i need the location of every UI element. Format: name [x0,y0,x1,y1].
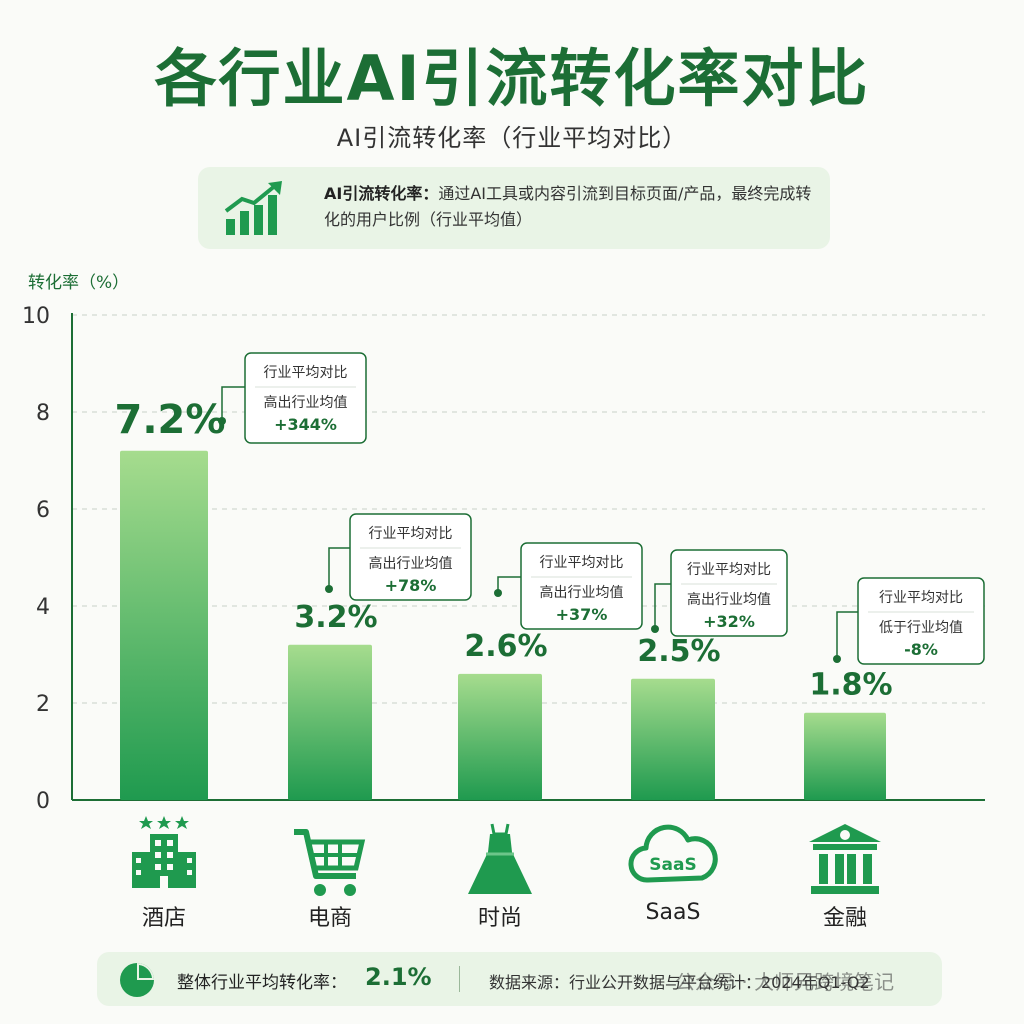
definition-body: 通过AI工具或内容引流到目标页面/产品，最终完成转化的用户比例（行业平均值） [324,184,812,229]
page-subtitle: AI引流转化率（行业平均对比） [336,124,688,152]
y-axis-title: 转化率（%） [28,273,130,293]
category-label: 电商 [307,906,352,931]
callout-heading: 行业平均对比 [264,365,348,381]
bar-2 [458,673,542,800]
bar-value-label: 2.6% [464,629,547,664]
callout-heading: 行业平均对比 [540,555,624,571]
category-label: 金融 [822,906,867,931]
hotel-icon [124,812,204,896]
y-tick-label: 8 [36,401,50,426]
callout-box [670,549,788,637]
bar-1 [288,644,372,800]
category-label: SaaS [645,900,701,925]
data-source: 数据来源：行业公开数据与平台统计：2024年Q1-Q2 [489,973,870,992]
dress-icon [460,820,540,904]
callout-line: 高出行业均值 [540,584,624,601]
footer-divider [459,966,460,992]
pie-chart-icon [120,963,154,997]
bar-value-label: 1.8% [809,668,892,703]
y-tick-label: 4 [36,595,50,620]
callout-delta: +32% [703,612,755,631]
footer-bar: 整体行业平均转化率： 2.1% 数据来源：行业公开数据与平台统计：2024年Q1… [97,952,942,1006]
callout-connector [328,547,350,589]
saas-cloud-icon: SaaS [628,820,718,904]
bar-value-label: 7.2% [115,397,226,443]
definition-box: AI引流转化率：通过AI工具或内容引流到目标页面/产品，最终完成转化的用户比例（… [198,167,830,249]
callout-heading: 行业平均对比 [879,590,963,606]
growth-chart-icon [224,181,282,235]
watermark: 公众号 · 大师兄跨境笔记 [675,970,895,994]
callout-box [520,542,643,630]
bar-3 [631,678,715,800]
callout-connector [497,576,521,593]
callout-dot [494,589,502,597]
callout-box [349,513,472,601]
callout-delta: +344% [274,415,337,434]
page-title: 各行业AI引流转化率对比 [154,42,870,115]
bank-icon [805,820,885,904]
callout-dot [325,585,333,593]
callout-delta: +78% [385,576,437,595]
callout-connector [221,386,245,421]
callout-box [857,577,985,665]
callout-delta: +37% [556,605,608,624]
shopping-cart-icon [290,824,370,908]
svg-text:SaaS: SaaS [649,855,696,875]
definition-text: AI引流转化率：通过AI工具或内容引流到目标页面/产品，最终完成转化的用户比例（… [324,181,814,233]
callout-dot [218,417,226,425]
callout-line: 低于行业均值 [879,620,963,636]
callout-delta: -8% [904,640,938,659]
callout-connector [654,583,671,629]
y-tick-label: 0 [36,789,50,810]
bar-value-label: 2.5% [637,634,720,669]
callout-line: 高出行业均值 [264,394,348,411]
callout-dot [651,625,659,633]
callout-line: 高出行业均值 [687,591,771,608]
y-tick-label: 10 [22,304,50,329]
callout-heading: 行业平均对比 [687,562,771,578]
y-tick-label: 6 [36,498,50,523]
bar-chart: 02468107.2%行业平均对比高出行业均值+344%3.2%行业平均对比高出… [22,304,985,810]
bar-value-label: 3.2% [294,600,377,635]
bar-0 [120,450,208,800]
definition-term: AI引流转化率： [324,184,439,203]
callout-line: 高出行业均值 [369,555,453,572]
y-tick-label: 2 [36,692,50,717]
overall-average-value: 2.1% [365,963,432,991]
category-label: 酒店 [141,906,186,931]
overall-average-label: 整体行业平均转化率： [177,973,347,993]
callout-connector [836,611,858,659]
callout-dot [833,655,841,663]
callout-box [244,352,367,444]
category-label: 时尚 [477,906,522,931]
bar-4 [804,712,886,800]
callout-heading: 行业平均对比 [369,526,453,542]
